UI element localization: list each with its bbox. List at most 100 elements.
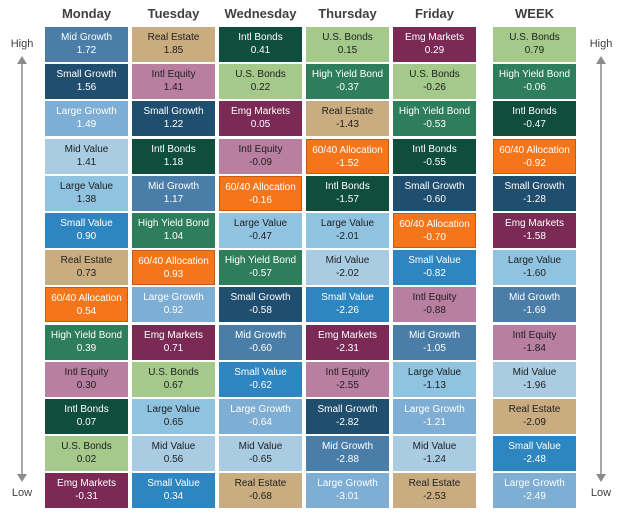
cell-return-value: 0.39 [76,342,97,354]
heatmap-cell: Large Value 1.38 [45,175,128,211]
cell-asset-name: Small Growth [230,292,291,304]
cell-return-value: -0.60 [249,342,272,354]
cell-asset-name: Mid Growth [147,180,200,192]
cell-return-value: -0.57 [249,268,272,280]
cell-return-value: 1.41 [163,82,184,94]
cell-return-value: -2.48 [523,454,546,466]
cell-return-value: 1.22 [163,119,184,131]
column-header: WEEK [515,6,554,21]
cell-asset-name: High Yield Bond [50,329,123,341]
column-header: Friday [414,6,454,21]
heatmap-cell: Large Growth -0.64 [219,399,302,434]
cell-return-value: 1.18 [163,156,184,168]
cell-asset-name: Mid Growth [60,32,113,43]
cell-return-value: -0.55 [423,156,446,168]
cell-asset-name: 60/40 Allocation [138,256,209,268]
cell-asset-name: Intl Bonds [325,180,370,192]
cell-return-value: 0.34 [163,491,184,503]
cell-return-value: -3.01 [336,491,359,503]
column-header: Thursday [318,6,377,21]
cell-asset-name: Small Value [234,366,287,378]
heatmap-cell: Intl Equity -2.55 [306,361,389,397]
cell-asset-name: Small Value [60,218,113,229]
cell-return-value: -1.57 [336,193,359,205]
heatmap-cell: Large Value -0.47 [219,213,302,248]
cell-asset-name: Emg Markets [405,32,464,43]
cell-return-value: -0.62 [249,379,272,391]
heatmap-cell: High Yield Bond -0.53 [393,101,476,137]
cell-asset-name: Small Value [147,478,200,490]
heatmap-cell: Mid Value 0.56 [132,436,215,472]
heatmap-cell: High Yield Bond 1.04 [132,213,215,248]
heatmap-cell: Small Value -2.26 [306,287,389,323]
cell-asset-name: 60/40 Allocation [51,293,122,305]
cell-asset-name: Small Value [321,292,374,304]
cell-asset-name: Mid Growth [408,329,461,341]
cell-return-value: -2.09 [523,417,546,428]
cell-asset-name: Emg Markets [505,218,564,229]
cell-return-value: -2.02 [336,268,359,280]
cell-return-value: -1.69 [523,305,546,317]
cell-asset-name: Intl Equity [325,366,370,378]
cell-asset-name: Real Estate [408,478,461,490]
rank-low-label-left: Low [11,487,33,499]
heatmap-cell: Mid Growth 1.17 [132,175,215,211]
cell-asset-name: 60/40 Allocation [499,144,570,156]
cell-asset-name: High Yield Bond [398,106,471,118]
cell-asset-name: Real Estate [147,32,200,43]
cell-return-value: -0.92 [523,157,546,169]
heatmap-cell: Intl Bonds -0.55 [393,138,476,174]
cell-asset-name: Mid Value [64,143,109,155]
cell-asset-name: Real Estate [508,404,561,415]
heatmap-cell: Large Value 0.65 [132,399,215,434]
rank-low-label-right: Low [590,487,612,499]
cell-return-value: 0.30 [76,379,97,391]
rank-arrow-right [596,56,606,482]
heatmap-cell: Emg Markets 0.71 [132,324,215,360]
cell-asset-name: Large Growth [504,478,565,490]
cell-return-value: -2.49 [523,491,546,503]
heatmap-cell: Mid Growth -1.69 [493,287,576,323]
cell-return-value: -1.84 [523,342,546,354]
cell-asset-name: Emg Markets [57,478,116,490]
cell-asset-name: Mid Growth [508,292,561,304]
cell-return-value: -1.13 [423,379,446,391]
heatmap-cell: Large Growth 0.92 [132,287,215,323]
cell-asset-name: Small Growth [404,180,465,192]
heatmap-cell: Small Growth 1.22 [132,101,215,137]
cell-asset-name: Intl Bonds [151,143,196,155]
cell-asset-name: U.S. Bonds [61,441,112,453]
heatmap-cell: Emg Markets 0.05 [219,101,302,137]
column-header: Wednesday [224,6,297,21]
heatmap-cell: Real Estate -0.68 [219,473,302,509]
cell-return-value: -1.28 [523,193,546,205]
rank-high-label-left: High [10,38,34,50]
cell-return-value: -2.31 [336,342,359,354]
cell-asset-name: U.S. Bonds [409,69,460,81]
cell-return-value: 1.56 [76,82,97,94]
cell-asset-name: Mid Growth [321,441,374,453]
cell-asset-name: U.S. Bonds [148,366,199,378]
heatmap-cell: 60/40 Allocation -0.70 [393,213,476,248]
cell-asset-name: Large Growth [404,404,465,415]
cell-return-value: 1.49 [76,119,97,131]
cell-asset-name: Large Growth [230,404,291,415]
heatmap-cell: Large Growth -1.21 [393,399,476,434]
heatmap-cell: High Yield Bond -0.57 [219,250,302,286]
cell-return-value: -1.52 [336,157,359,169]
cell-asset-name: Intl Equity [151,69,196,81]
heatmap-cell: Emg Markets 0.29 [393,27,476,62]
cell-asset-name: Real Estate [321,106,374,118]
cell-asset-name: Mid Value [412,441,457,453]
heatmap-cell: Intl Equity 0.30 [45,361,128,397]
heatmap-cell: Intl Bonds -1.57 [306,175,389,211]
heatmap-cell: 60/40 Allocation -0.92 [493,138,576,174]
heatmap-cell: High Yield Bond 0.39 [45,324,128,360]
cell-return-value: -0.60 [423,193,446,205]
cell-asset-name: Small Growth [504,180,565,192]
heatmap-cell: Mid Value -2.02 [306,250,389,286]
heatmap-cell: Real Estate 1.85 [132,27,215,62]
cell-asset-name: Large Value [507,255,562,267]
heatmap-cell: Small Growth -0.60 [393,175,476,211]
heatmap-cell: Emg Markets -2.31 [306,324,389,360]
